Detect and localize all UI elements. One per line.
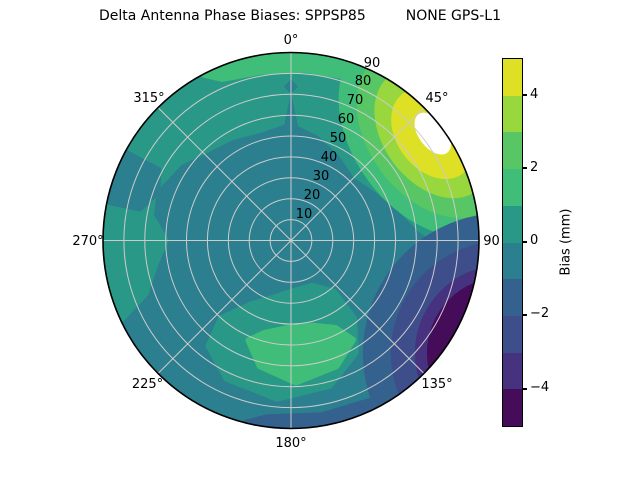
colorbar-segment [503,279,522,316]
theta-tick-labels: 0° 45° 90 135° 180° 225° 270° 315° [72,33,499,451]
colorbar-axis-label: Bias (mm) [558,208,574,276]
colorbar-tick-mark [523,314,527,316]
r-tick-label: 90 [364,56,381,71]
colorbar-tick-mark [523,167,527,169]
colorbar-segment [503,95,522,133]
theta-tick-label: 45° [425,91,448,106]
colorbar-segment [503,132,522,170]
colorbar-tick-label: −2 [530,306,550,321]
colorbar-tick-label: 4 [530,87,539,102]
r-tick-label: 40 [321,150,338,165]
chart-title: Delta Antenna Phase Biases: SPPSP85 NONE… [99,8,501,24]
colorbar-segment [503,315,522,353]
polar-rim [102,51,480,430]
colorbar-tick-mark [523,94,527,96]
theta-tick-label: 225° [132,377,163,392]
theta-tick-label: 90 [483,234,500,249]
colorbar-tick-mark [523,241,527,243]
colorbar-tick-label: −4 [530,380,550,395]
colorbar-tick-label: 2 [530,160,539,175]
colorbar-tick-mark [523,388,527,390]
colorbar-segment [503,352,522,390]
colorbar [502,58,523,427]
r-tick-label: 50 [330,131,347,146]
theta-tick-label: 0° [284,33,299,48]
r-tick-label: 30 [313,169,330,184]
polar-grid [103,52,479,429]
contour-region-green-arc [245,322,356,386]
colorbar-segment [503,389,522,427]
r-tick-label: 10 [296,207,313,222]
colorbar-tick-label: 0 [530,233,539,248]
colorbar-segment [503,59,522,96]
r-tick-labels: 10 20 30 40 50 60 70 80 90 [296,56,381,222]
grid-spoke [157,107,425,374]
r-tick-label: 60 [338,112,355,127]
theta-tick-label: 135° [421,377,452,392]
theta-tick-label: 315° [133,91,164,106]
colorbar-segment [503,169,522,206]
r-tick-label: 70 [347,93,364,108]
theta-tick-label: 180° [275,436,306,451]
colorbar-segment [503,242,522,280]
r-tick-label: 20 [304,188,321,203]
r-tick-label: 80 [355,74,372,89]
colorbar-segment [503,205,522,243]
theta-tick-label: 270° [72,234,103,249]
